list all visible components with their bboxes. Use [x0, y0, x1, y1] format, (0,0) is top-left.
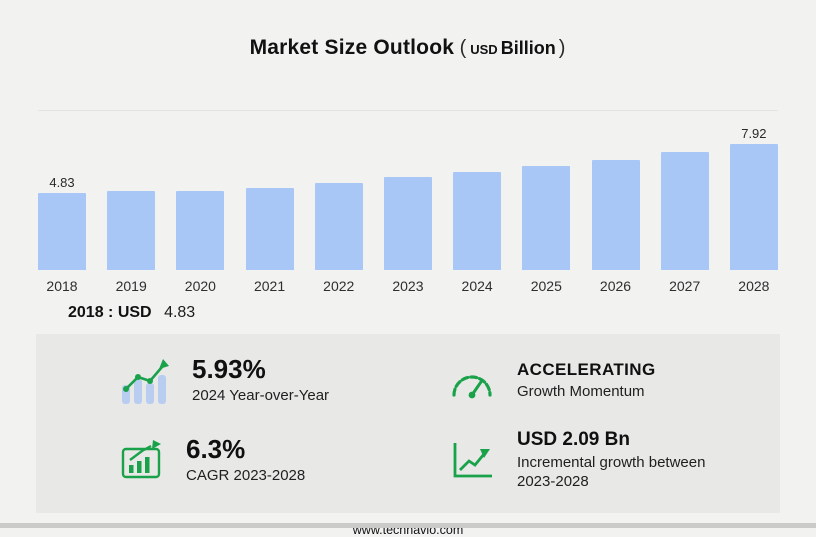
bar-chart: 4.83 2018 2019 2020 2021 2022 2023 2024 2025 2026… [38, 110, 778, 294]
bar-value-label [453, 154, 501, 169]
bar-value-label: 4.83 [49, 175, 75, 191]
stat-text: ACCELERATING Growth Momentum [517, 359, 656, 402]
highlight-currency: USD [117, 304, 152, 321]
bar [453, 171, 502, 270]
highlight-value: 4.83 [164, 304, 196, 321]
x-axis-tick-label: 2018 [46, 278, 78, 294]
bar [107, 190, 156, 270]
bar-column: 4.83 2018 [38, 111, 86, 294]
bar-column: 2023 [383, 111, 432, 294]
bar [245, 188, 294, 270]
x-axis-tick-label: 2026 [599, 278, 632, 294]
bar-value-label [522, 148, 570, 163]
incremental-growth-icon [449, 440, 495, 482]
title-unit-currency: USD [470, 42, 498, 57]
x-axis-tick-label: 2022 [323, 278, 355, 294]
bar [522, 165, 571, 270]
title-text: Market Size Outlook [249, 36, 455, 59]
bar-column: 2021 [245, 111, 294, 294]
stat-value-yoy: 5.93% [192, 354, 266, 384]
bar-column: 2022 [314, 111, 363, 294]
bar [38, 193, 86, 270]
stat-label-cagr: CAGR 2023-2028 [186, 467, 306, 485]
chart-highlight-readout: 2018 : USD 4.83 [68, 304, 816, 322]
bar-column: 7.92 2028 [729, 111, 778, 294]
bar-value-label: 7.92 [741, 126, 767, 142]
stats-panel: 5.93% 2024 Year-over-Year ACCELERATING G… [36, 334, 780, 514]
bar [729, 144, 778, 270]
x-axis-tick-label: 2027 [669, 278, 701, 294]
x-axis-tick-label: 2021 [253, 278, 286, 294]
stat-label-yoy: 2024 Year-over-Year [192, 387, 330, 405]
stat-growth-momentum: ACCELERATING Growth Momentum [449, 356, 780, 406]
highlight-separator: : [108, 304, 114, 321]
bar-column: 2025 [522, 111, 571, 294]
bottom-edge-divider [0, 523, 816, 528]
stat-value-cagr: 6.3% [186, 433, 246, 464]
growth-bars-icon [118, 358, 170, 405]
bar-column: 2019 [107, 111, 156, 294]
stat-value-incremental: USD 2.09 Bn [517, 429, 630, 451]
x-axis-tick-label: 2025 [530, 278, 562, 294]
bar-value-label [592, 142, 640, 157]
bar [314, 183, 363, 270]
bar-column: 2024 [453, 111, 502, 294]
stat-label-momentum: Growth Momentum [517, 382, 645, 400]
cagr-chart-icon [118, 439, 164, 483]
bar-column: 2027 [660, 111, 709, 294]
bar-column: 2020 [176, 111, 225, 294]
bar [660, 152, 709, 270]
stat-text: USD 2.09 Bn Incremental growth between 2… [517, 430, 707, 491]
x-axis-tick-label: 2023 [392, 278, 424, 294]
bar [176, 191, 225, 270]
bar-value-label [107, 173, 155, 188]
bar-value-label [384, 159, 432, 174]
bar-value-label [176, 173, 224, 188]
x-axis-tick-label: 2028 [738, 278, 770, 294]
bar-value-label [246, 170, 294, 185]
page-title: Market Size Outlook (USD Billion) [0, 0, 816, 60]
bar [591, 159, 640, 270]
bar-value-label [315, 165, 363, 180]
stat-value-momentum: ACCELERATING [517, 359, 656, 379]
x-axis-tick-label: 2024 [461, 278, 493, 294]
bar-column: 2026 [591, 111, 640, 294]
x-axis-tick-label: 2020 [184, 278, 216, 294]
x-axis-tick-label: 2019 [115, 278, 147, 294]
title-paren-close: ) [558, 37, 566, 59]
stat-cagr: 6.3% CAGR 2023-2028 [118, 430, 449, 491]
bar [383, 177, 432, 270]
highlight-year: 2018 [68, 304, 104, 321]
bar-value-label [661, 134, 709, 149]
speedometer-icon [449, 362, 495, 400]
stat-text: 6.3% CAGR 2023-2028 [186, 433, 306, 486]
title-unit-scale: Billion [500, 38, 556, 58]
stat-yoy-growth: 5.93% 2024 Year-over-Year [118, 354, 449, 406]
stat-label-incremental: Incremental growth between 2023-2028 [517, 453, 706, 490]
title-paren-open: ( [459, 37, 467, 59]
stat-incremental-growth: USD 2.09 Bn Incremental growth between 2… [449, 430, 780, 491]
stat-text: 5.93% 2024 Year-over-Year [192, 354, 330, 406]
